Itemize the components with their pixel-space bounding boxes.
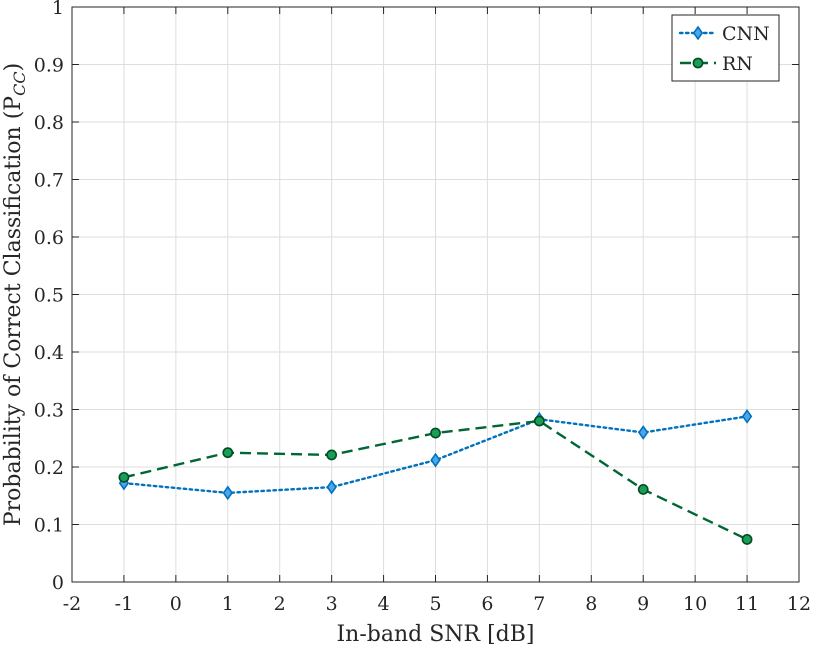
legend: CNN RN: [671, 14, 780, 82]
rn-data-point: [533, 415, 545, 427]
y-tick-label: 0.2: [34, 457, 64, 479]
rn-data-point: [326, 449, 338, 461]
x-tick-label: 3: [326, 593, 338, 615]
cnn-data-point: [326, 479, 337, 495]
x-tick-label: 9: [637, 593, 649, 615]
x-tick-label: -2: [63, 593, 82, 615]
series-group: [118, 409, 753, 545]
x-tick-label: 7: [533, 593, 545, 615]
rn-data-point: [430, 427, 441, 439]
x-tick-label: 0: [170, 593, 182, 615]
y-tick-label: 0.1: [34, 515, 64, 537]
y-tick-label: 0.9: [34, 55, 64, 77]
rn-data-point: [222, 447, 234, 459]
ticks: -2 -1 0 1 2 3 4 5 6 7 8 9 10 11 1200.10.20.30.40.50.60…: [34, 0, 811, 615]
x-tick-label: 10: [683, 593, 707, 615]
x-tick-label: 6: [481, 593, 493, 615]
y-tick-label: 0.4: [34, 342, 64, 364]
x-tick-label: 5: [429, 593, 441, 615]
y-tick-label: 1: [52, 0, 64, 19]
y-tick-label: 0.5: [34, 285, 64, 307]
cnn-data-point: [741, 409, 753, 424]
y-axis-label-main: Probability of Correct Classification (P: [1, 96, 26, 526]
x-tick-label: 2: [274, 593, 286, 615]
x-tick-label: 11: [735, 593, 759, 615]
x-tick-label: 1: [222, 593, 234, 615]
y-tick-label: 0.6: [34, 227, 64, 249]
y-axis-label: Probability of Correct Classification (P…: [1, 63, 29, 526]
y-tick-label: 0.7: [34, 170, 64, 192]
y-axis-label-subscript: CC: [10, 71, 29, 95]
y-tick-label: 0.3: [34, 400, 64, 422]
cnn-data-point: [430, 452, 441, 468]
x-tick-label: -1: [115, 593, 134, 615]
y-axis-label-close: ): [1, 63, 26, 72]
rn-data-point: [741, 534, 753, 545]
x-tick-label: 4: [378, 593, 390, 615]
x-tick-label: 12: [787, 593, 811, 615]
legend-box: [671, 14, 780, 82]
legend-rn-marker: [692, 57, 704, 69]
x-tick-label: 8: [585, 593, 597, 615]
y-tick-label: 0: [52, 572, 64, 594]
legend-cnn-marker: [692, 25, 704, 41]
legend-cnn-label: CNN: [722, 23, 770, 45]
y-tick-label: 0.8: [34, 112, 64, 134]
rn-data-point: [118, 471, 130, 483]
x-axis-label: In-band SNR [dB]: [336, 622, 534, 647]
cnn-data-point: [222, 485, 233, 501]
cnn-data-point: [638, 425, 649, 440]
legend-rn-label: RN: [722, 53, 753, 75]
rn-data-point: [637, 484, 649, 495]
